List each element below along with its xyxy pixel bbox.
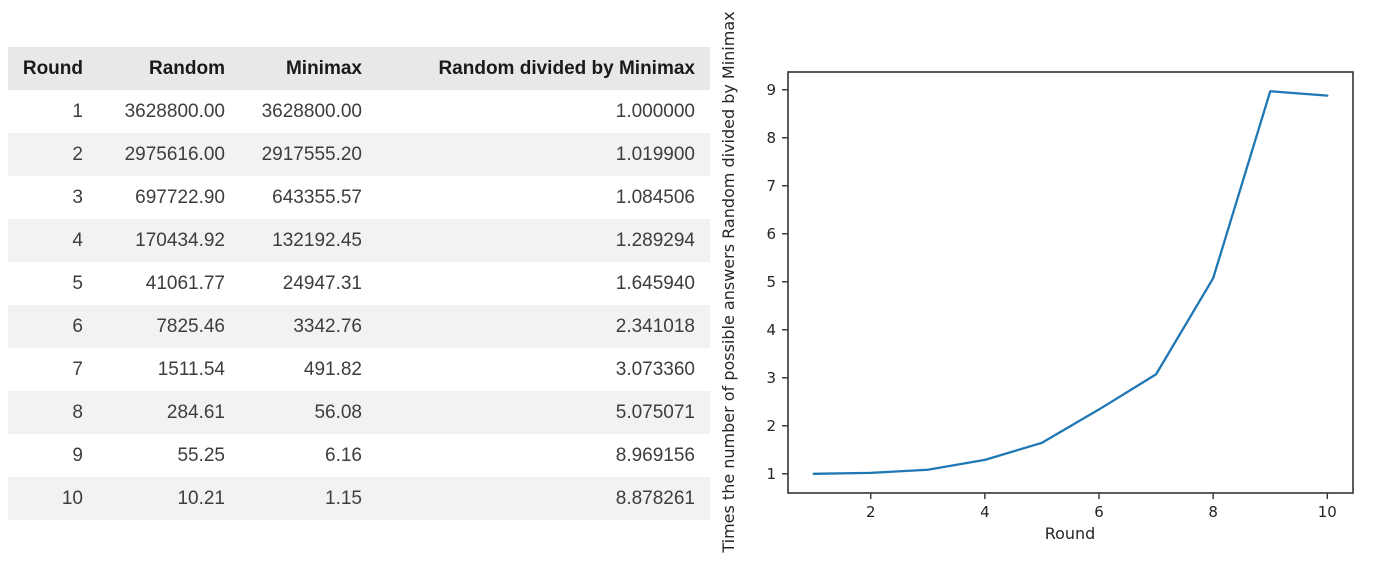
plot-frame <box>787 71 1354 494</box>
y-tick-label: 5 <box>766 273 776 291</box>
x-axis-label: Round <box>1045 524 1096 543</box>
table-header-row: Round Random Minimax Random divided by Mini… <box>8 47 710 90</box>
table-row: 1 3628800.00 3628800.00 1.000000 <box>8 90 710 133</box>
x-tick-label: 10 <box>1318 503 1337 521</box>
table-row: 7 1511.54 491.82 3.073360 <box>8 348 710 391</box>
y-tick-label: 6 <box>766 225 776 243</box>
table-cell: 2.341018 <box>615 315 695 337</box>
table-cell: 643355.57 <box>272 186 362 208</box>
x-tick-label: 8 <box>1208 503 1218 521</box>
table-cell: 1.15 <box>325 487 362 509</box>
table-cell: 7825.46 <box>156 315 225 337</box>
table-cell: 2917555.20 <box>261 143 362 165</box>
y-axis-label: Times the number of possible answers Ran… <box>719 11 738 553</box>
table-cell: 8.969156 <box>615 444 695 466</box>
table-cell: 24947.31 <box>282 272 362 294</box>
table-row: 9 55.25 6.16 8.969156 <box>8 434 710 477</box>
table-cell: 1.019900 <box>615 143 695 165</box>
y-tick-label: 2 <box>766 417 776 435</box>
data-line <box>812 90 1329 475</box>
table-cell: 697722.90 <box>135 186 225 208</box>
table-cell: 1 <box>72 100 83 122</box>
table-cell: 5 <box>72 272 83 294</box>
table-cell: 3342.76 <box>293 315 362 337</box>
y-tick-label: 3 <box>766 369 776 387</box>
table-cell: 4 <box>72 229 83 251</box>
table-row: 3 697722.90 643355.57 1.084506 <box>8 176 710 219</box>
y-tick-label: 7 <box>766 177 776 195</box>
column-header: Random divided by Minimax <box>362 47 710 90</box>
table-cell: 1.645940 <box>615 272 695 294</box>
table-cell: 284.61 <box>166 401 225 423</box>
y-tick-label: 4 <box>766 321 776 339</box>
table-cell: 6 <box>72 315 83 337</box>
column-header: Minimax <box>225 47 362 90</box>
table-cell: 2 <box>72 143 83 165</box>
table-cell: 41061.77 <box>145 272 225 294</box>
table-cell: 1.000000 <box>615 100 695 122</box>
y-tick-label: 1 <box>766 465 776 483</box>
table-cell: 3 <box>72 186 83 208</box>
table-cell: 55.25 <box>177 444 225 466</box>
table-cell: 10.21 <box>177 487 225 509</box>
table-cell: 6.16 <box>325 444 362 466</box>
table-row: 2 2975616.00 2917555.20 1.019900 <box>8 133 710 176</box>
table-cell: 1.084506 <box>615 186 695 208</box>
table-header: Round Random Minimax Random divided by Mini… <box>8 47 710 90</box>
x-tick-label: 2 <box>866 503 876 521</box>
table-cell: 491.82 <box>303 358 362 380</box>
table-cell: 8.878261 <box>615 487 695 509</box>
y-tick-label: 8 <box>766 129 776 147</box>
table-cell: 2975616.00 <box>124 143 225 165</box>
table-row: 8 284.61 56.08 5.075071 <box>8 391 710 434</box>
table-cell: 1511.54 <box>157 358 225 380</box>
x-tick-label: 6 <box>1094 503 1104 521</box>
table-cell: 3628800.00 <box>124 100 225 122</box>
table-row: 5 41061.77 24947.31 1.645940 <box>8 262 710 305</box>
table-cell: 8 <box>72 401 83 423</box>
table-row: 4 170434.92 132192.45 1.289294 <box>8 219 710 262</box>
table-cell: 10 <box>61 487 83 509</box>
table-cell: 56.08 <box>314 401 362 423</box>
table-row: 10 10.21 1.15 8.878261 <box>8 477 710 520</box>
column-header: Round <box>8 47 83 90</box>
table-cell: 3.073360 <box>615 358 695 380</box>
table-cell: 9 <box>72 444 83 466</box>
table-cell: 5.075071 <box>615 401 695 423</box>
table-cell: 1.289294 <box>615 229 695 251</box>
results-table: Round Random Minimax Random divided by Mini… <box>8 47 710 520</box>
table-cell: 3628800.00 <box>261 100 362 122</box>
table-cell: 7 <box>72 358 83 380</box>
table-cell: 170434.92 <box>135 229 225 251</box>
table-row: 6 7825.46 3342.76 2.341018 <box>8 305 710 348</box>
column-header: Random <box>83 47 225 90</box>
x-tick-label: 4 <box>980 503 990 521</box>
table-body: 1 3628800.00 3628800.00 1.000000 2 2975616.00… <box>8 90 710 520</box>
y-tick-label: 9 <box>766 81 776 99</box>
table-cell: 132192.45 <box>272 229 362 251</box>
